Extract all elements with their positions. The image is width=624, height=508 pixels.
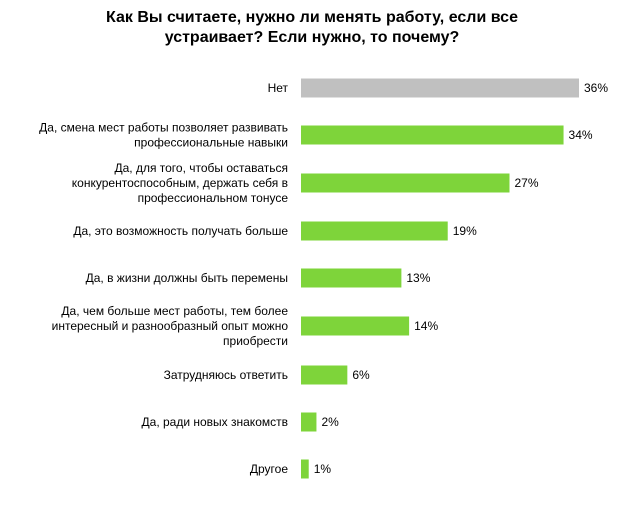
chart-title: Как Вы считаете, нужно ли менять работу,… [0,8,624,48]
bar [301,78,579,98]
category-label: Да, для того, чтобы оставаться конкуренто… [72,161,289,205]
data-label: 27% [515,176,539,190]
category-label-line: профессиональные навыки [134,136,288,150]
category-label: Да, ради новых знакомств [142,415,288,429]
category-label-line: Другое [250,462,288,476]
category-label: Да, в жизни должны быть перемены [86,271,288,285]
bar [301,268,402,288]
bar [301,365,348,385]
category-label: Нет [268,81,289,95]
category-label-line: Да, это возможность получать больше [73,224,288,238]
category-label: Да, чем больше мест работы, тем более инт… [52,304,289,348]
data-label: 1% [314,462,332,476]
category-label: Затрудняюсь ответить [164,368,288,382]
chart-title-line-2: устраивает? Если нужно, то почему? [164,29,460,46]
bars-layer: 36% Нет 34% Да, смена мест работы позволяет… [39,78,608,479]
category-label-line: конкурентоспособным, держать себя в [72,176,288,190]
data-label: 2% [321,415,339,429]
category-label-line: Да, ради новых знакомств [142,415,288,429]
data-label: 19% [453,224,477,238]
bar [301,221,448,241]
category-label-line: профессиональном тонусе [138,191,289,205]
data-label: 13% [406,271,430,285]
data-label: 6% [352,368,370,382]
chart-title-line-1: Как Вы считаете, нужно ли менять работу,… [106,9,518,26]
category-label-line: Затрудняюсь ответить [164,368,288,382]
bar [301,125,564,145]
category-label-line: Нет [268,81,289,95]
bar [301,412,317,432]
category-label: Другое [250,462,288,476]
category-label-line: Да, чем больше мест работы, тем более [61,304,288,318]
bar [301,173,510,193]
category-label-line: Да, для того, чтобы оставаться [114,161,288,175]
category-label: Да, это возможность получать больше [73,224,288,238]
category-label-line: приобрести [223,334,288,348]
bar [301,316,410,336]
category-label-line: интересный и разнообразный опыт можно [52,319,289,333]
category-label-line: Да, смена мест работы позволяет развиват… [39,121,288,135]
category-label-line: Да, в жизни должны быть перемены [86,271,288,285]
category-label: Да, смена мест работы позволяет развиват… [39,121,288,150]
data-label: 36% [584,81,608,95]
data-label: 34% [569,128,593,142]
bar [301,459,309,479]
data-label: 14% [414,319,438,333]
